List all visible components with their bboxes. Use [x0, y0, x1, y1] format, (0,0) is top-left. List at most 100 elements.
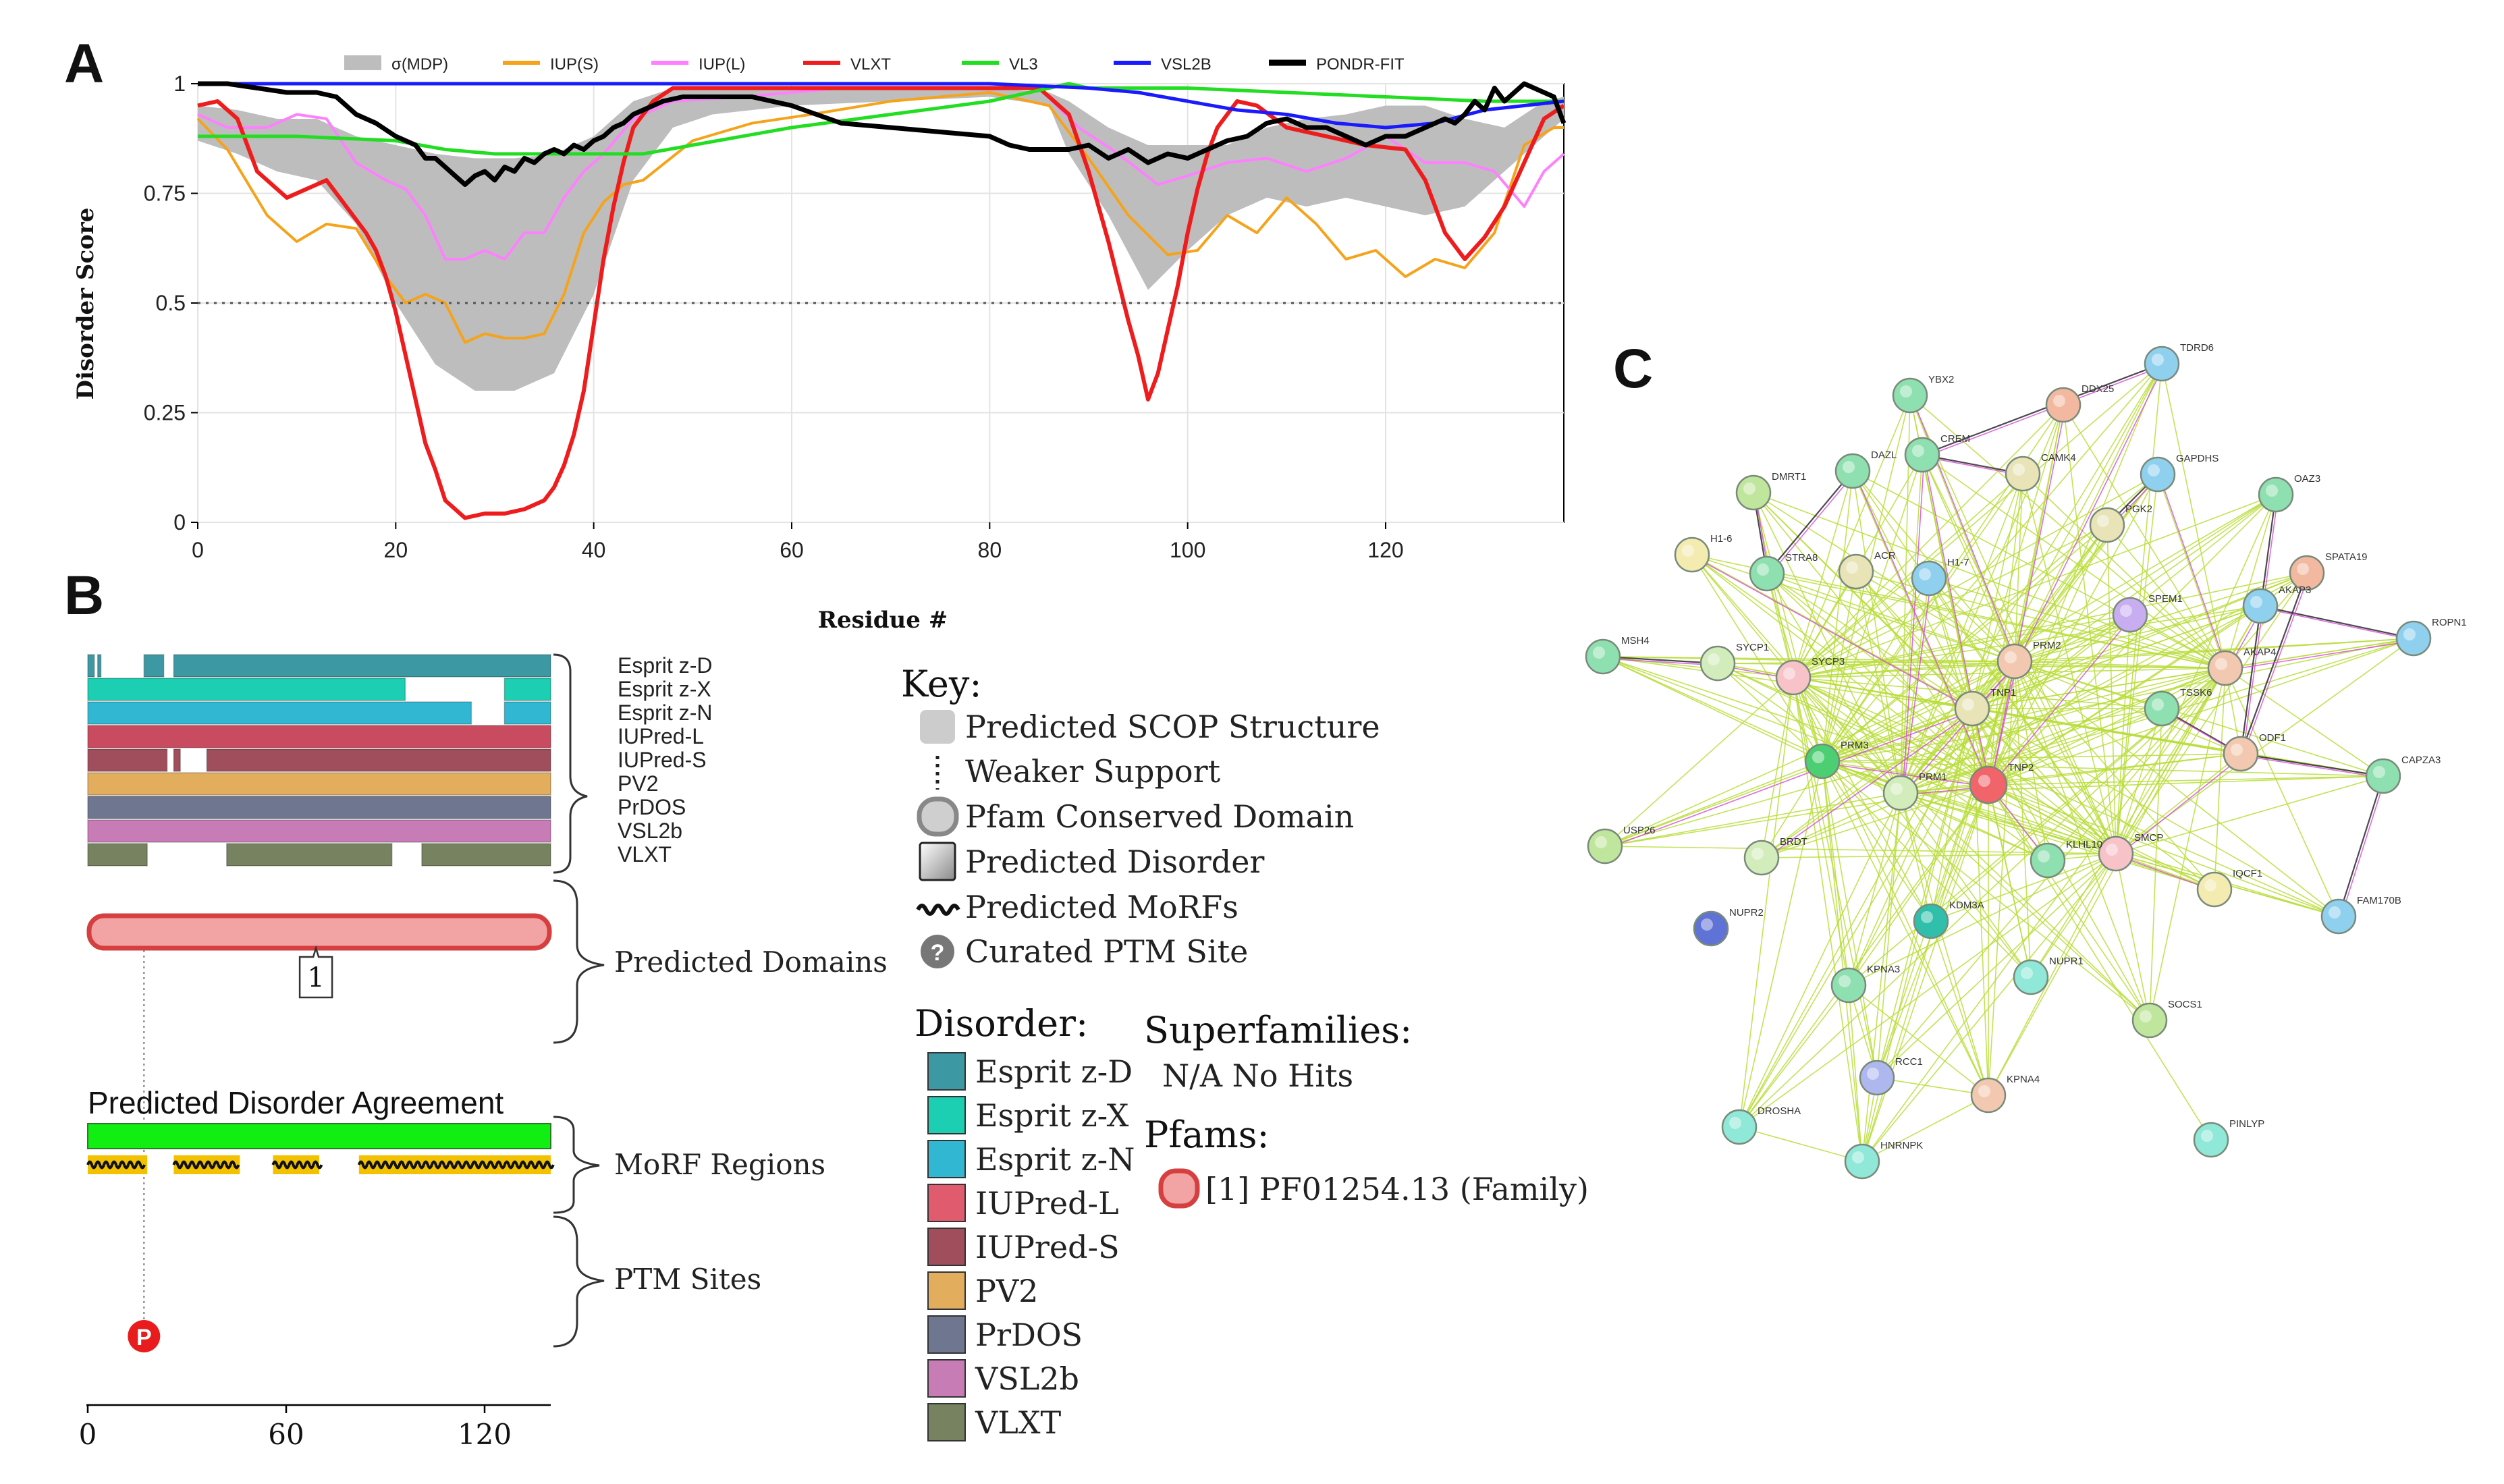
network-edge [2014, 474, 2158, 662]
network-node-kpna4: KPNA4 [1970, 1074, 2040, 1114]
network-node-label: SPATA19 [2325, 551, 2368, 563]
pfams-title: Pfams: [1144, 1114, 1270, 1156]
morf-wave [357, 1160, 555, 1170]
network-edge [2106, 524, 2117, 854]
network-node-ddx25: DDX25 [2045, 383, 2114, 423]
network-edge [2115, 853, 2150, 1021]
network-edge [1793, 677, 2339, 917]
network-node-h1-6: H1-6 [1674, 533, 1733, 573]
network-node-nupr1: NUPR1 [2013, 956, 2084, 995]
network-edge [2115, 605, 2261, 854]
network-node-highlight [1757, 564, 1769, 576]
network-edge [1822, 761, 1932, 922]
network-edge [1793, 677, 1878, 1078]
network-node-odf1: ODF1 [2223, 732, 2286, 772]
network-node-circle [1804, 743, 1841, 779]
disorder-legend-swatch [927, 1140, 966, 1178]
network-edge [1739, 677, 1794, 1128]
network-node-tnp1: TNP1 [1954, 687, 2016, 727]
network-node-circle [1904, 437, 1940, 473]
network-node-label: OAZ3 [2294, 473, 2320, 485]
network-node-circle [2013, 959, 2049, 995]
network-edge [1861, 853, 2117, 1162]
network-edge [1971, 708, 2032, 978]
network-edge [2014, 661, 2117, 854]
network-edge [1971, 404, 2064, 709]
network-edge [1822, 761, 2048, 861]
network-node-highlight [1978, 1085, 1990, 1097]
network-node-label: SPEM1 [2148, 593, 2183, 605]
series-lines [196, 81, 1567, 520]
network-edge [1793, 677, 2032, 978]
network-node-akap3: AKAP3 [2242, 584, 2311, 624]
morf-regions-label: MoRF Regions [614, 1148, 825, 1181]
network-node-label: KDM3A [1949, 900, 1984, 911]
predicted-domain-bar [86, 913, 552, 951]
morf-brace [553, 1116, 600, 1214]
network-node-highlight [2215, 658, 2227, 670]
network-node-brdt: BRDT [1743, 836, 1807, 876]
network-edge [1602, 655, 1718, 665]
network-edge [1971, 708, 2215, 890]
b-x-axis-ticks: 0 60 120 [79, 1405, 512, 1451]
network-edge [1822, 638, 2414, 762]
network-node-label: KLHL10 [2066, 839, 2102, 850]
network-edge [1988, 667, 2226, 1096]
network-edge [2063, 404, 2117, 854]
network-node-label: CREM [1940, 433, 1970, 445]
predictor-segment [173, 748, 181, 772]
disorder-legend-label: Esprit z-X [975, 1097, 1129, 1134]
network-node-crem: CREM [1904, 433, 1970, 473]
series-iup-s- [196, 91, 1564, 344]
legend-label: IUP(S) [550, 55, 599, 74]
network-node-highlight [2231, 744, 2243, 756]
network-edge-evidence [2016, 365, 2165, 664]
predictor-segment [87, 654, 95, 678]
network-node-circle [2144, 346, 2180, 382]
network-node-highlight [2152, 354, 2164, 366]
domain-badge: 1 [298, 945, 333, 999]
predictor-segment [87, 748, 168, 772]
network-node-label: NUPR2 [1729, 907, 1764, 918]
network-node-prm1: PRM1 [1882, 771, 1947, 811]
network-node-highlight [2013, 464, 2025, 476]
superfamilies-title: Superfamilies: [1144, 1009, 1412, 1051]
network-edge-evidence [2159, 476, 2228, 671]
network-node-highlight [2038, 850, 2050, 862]
network-edge [2129, 614, 2226, 669]
network-edge [1793, 524, 2108, 678]
morf-wave [271, 1160, 323, 1170]
network-edge-evidence [1902, 663, 2017, 796]
y-tick-label: 0.25 [144, 401, 186, 425]
network-edge [1753, 492, 1823, 762]
network-node-circle [2193, 1122, 2229, 1158]
network-edge [1739, 985, 1849, 1128]
network-edge [1988, 784, 2212, 1141]
network-edge-evidence [2242, 574, 2310, 757]
network-node-socs1: SOCS1 [2131, 999, 2202, 1039]
disorder-legend: Esprit z-D Esprit z-X Esprit z-N IUPred-L IU… [927, 1052, 1135, 1441]
network-node-circle [1775, 659, 1812, 696]
disorder-legend-label: VLXT [975, 1404, 1062, 1441]
network-node-highlight [1783, 667, 1795, 680]
network-node-circle [2030, 842, 2066, 879]
panel-c-protein-network: TDRD6 YBX2 DDX25 CREM CAMK4 DMRT1 DAZL GAPDHS OA… [1585, 342, 2467, 1180]
network-node-iqcf1: IQCF1 [2196, 868, 2262, 908]
network-node-circle [1699, 645, 1736, 682]
network-node-tssk6: TSSK6 [2144, 687, 2212, 727]
panel-label-c: C [1613, 338, 1653, 400]
network-node-label: KPNA4 [2007, 1074, 2040, 1085]
x-tick-label: 80 [978, 538, 1002, 562]
network-node-label: PINLYP [2229, 1118, 2264, 1130]
morf-wave [172, 1160, 240, 1170]
network-node-ropn1: ROPN1 [2395, 617, 2467, 657]
network-node-circle [1830, 967, 1867, 1004]
network-node-label: MSH4 [1621, 635, 1650, 647]
network-node-dazl: DAZL [1834, 449, 1897, 489]
network-edge [1971, 708, 2048, 861]
network-edge-evidence [1763, 710, 1975, 860]
network-node-label: CAMK4 [2041, 452, 2076, 464]
network-edge [2115, 614, 2131, 854]
network-edge [1717, 663, 2117, 854]
network-edge [2149, 667, 2226, 1021]
